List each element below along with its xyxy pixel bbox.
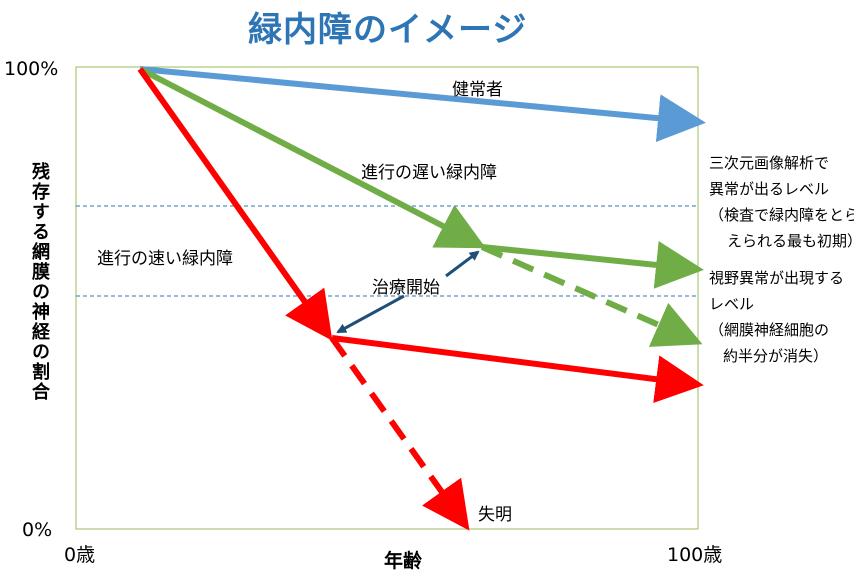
slow-glaucoma-treated-arrow [481, 241, 704, 289]
upper-threshold-note: 三次元画像解析で 異常が出るレベル （検査で緑内障をとら えられる最も初期） [709, 150, 854, 254]
x-tick-left: 0歳 [64, 544, 96, 566]
lower-threshold-note-line: 約半分が消失） [723, 347, 829, 365]
fast-glaucoma-treated-arrow [331, 335, 704, 404]
lower-threshold-note: 視野異常が出現する レベル （網膜神経細胞の 約半分が消失） [709, 265, 844, 369]
fast-glaucoma-arrow [137, 67, 333, 341]
upper-threshold-note-line: （検査で緑内障をとら [709, 206, 854, 224]
upper-threshold-note-line: えられる最も初期） [727, 232, 854, 250]
page-title: 緑内障のイメージ [248, 10, 528, 50]
x-axis-label: 年齢 [384, 550, 423, 572]
upper-threshold-note-line: 異常が出るレベル [709, 180, 830, 198]
y-tick-top: 100% [4, 58, 59, 80]
treatment-start-arrow-upper [445, 250, 480, 278]
slow-glaucoma-arrow [138, 66, 486, 249]
treatment-start-arrow [336, 294, 405, 334]
healthy-arrow [139, 66, 706, 143]
fast-glaucoma-label: 進行の速い緑内障 [97, 249, 233, 269]
slow-glaucoma-untreated-arrow [480, 244, 703, 347]
y-tick-bottom: 0% [22, 519, 53, 541]
lower-threshold-note-line: 視野異常が出現する [709, 269, 845, 287]
y-axis-label: 残存する網膜の神経の割合 [29, 162, 50, 402]
plot-frame [75, 66, 699, 530]
x-tick-right: 100歳 [667, 544, 723, 566]
healthy-label: 健常者 [452, 80, 503, 100]
blindness-label: 失明 [478, 505, 512, 525]
upper-threshold-note-line: 三次元画像解析で [709, 154, 830, 172]
treatment-start-label: 治療開始 [372, 278, 440, 298]
slow-glaucoma-label: 進行の遅い緑内障 [361, 163, 497, 183]
lower-threshold-note-line: レベル [709, 295, 755, 313]
lower-threshold-note-line: （網膜神経細胞の [709, 321, 830, 339]
fast-glaucoma-untreated-arrow [329, 336, 470, 531]
